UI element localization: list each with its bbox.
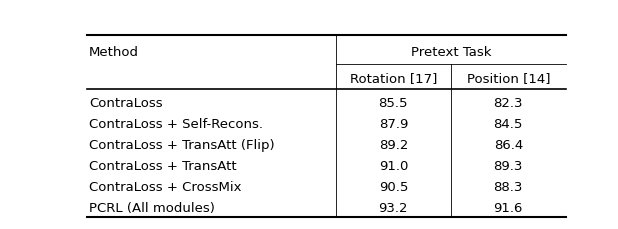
Text: 82.3: 82.3	[494, 97, 523, 110]
Text: 84.5: 84.5	[494, 118, 523, 131]
Text: ContraLoss + Self-Recons.: ContraLoss + Self-Recons.	[89, 118, 263, 131]
Text: 89.2: 89.2	[379, 139, 408, 152]
Text: Pretext Task: Pretext Task	[410, 45, 491, 58]
Text: PCRL (All modules): PCRL (All modules)	[89, 201, 215, 214]
Text: Position [14]: Position [14]	[467, 71, 550, 84]
Text: 88.3: 88.3	[494, 180, 523, 193]
Text: ContraLoss: ContraLoss	[89, 97, 163, 110]
Text: 85.5: 85.5	[379, 97, 408, 110]
Text: 86.4: 86.4	[494, 139, 523, 152]
Text: Rotation [17]: Rotation [17]	[350, 71, 437, 84]
Text: ContraLoss + TransAtt (Flip): ContraLoss + TransAtt (Flip)	[89, 139, 275, 152]
Text: ContraLoss + CrossMix: ContraLoss + CrossMix	[89, 180, 242, 193]
Text: ContraLoss + TransAtt: ContraLoss + TransAtt	[89, 159, 237, 172]
Text: 93.2: 93.2	[379, 201, 408, 214]
Text: Method: Method	[89, 45, 139, 58]
Text: 91.0: 91.0	[379, 159, 408, 172]
Text: 87.9: 87.9	[379, 118, 408, 131]
Text: 89.3: 89.3	[494, 159, 523, 172]
Text: 90.5: 90.5	[379, 180, 408, 193]
Text: 91.6: 91.6	[494, 201, 523, 214]
